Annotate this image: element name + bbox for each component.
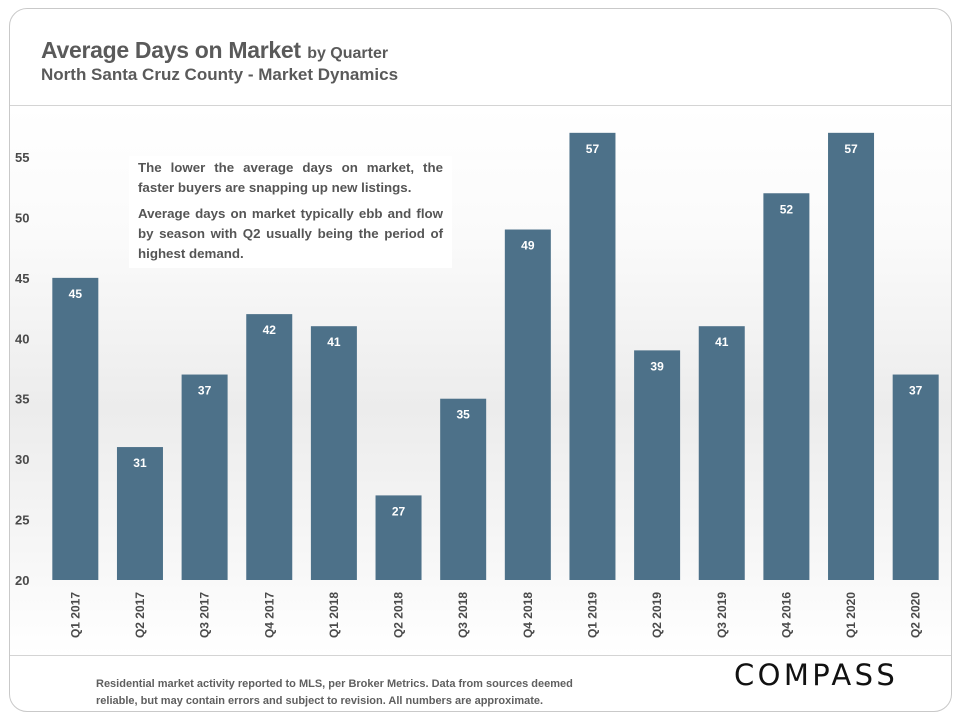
y-tick-label: 25 (15, 513, 29, 528)
annotation-paragraph-1: The lower the average days on market, th… (138, 160, 443, 195)
x-tick-label: Q2 2017 (133, 592, 147, 638)
bar (892, 374, 939, 580)
data-label: 41 (715, 335, 729, 349)
data-label: 27 (392, 504, 406, 518)
y-tick-label: 45 (15, 271, 29, 286)
x-tick-label: Q2 2019 (650, 592, 664, 638)
annotation-paragraph-2: Average days on market typically ebb and… (138, 206, 443, 261)
y-tick-label: 40 (15, 331, 29, 346)
chart-title: Average Days on Market by Quarter (41, 37, 388, 64)
chart-subtitle: North Santa Cruz County - Market Dynamic… (41, 65, 399, 84)
bar (310, 326, 357, 580)
bar (440, 398, 487, 580)
footer-divider (10, 655, 951, 656)
x-tick-label: Q1 2020 (844, 592, 858, 638)
data-label: 49 (521, 239, 535, 253)
x-tick-label: Q4 2016 (779, 592, 793, 638)
y-tick-label: 50 (15, 210, 29, 225)
data-label: 39 (650, 359, 664, 373)
bar (828, 132, 875, 581)
bar (246, 314, 293, 580)
x-tick-label: Q2 2020 (909, 592, 923, 638)
bar (181, 374, 228, 580)
x-tick-label: Q1 2018 (327, 592, 341, 638)
y-tick-label: 20 (15, 573, 29, 588)
y-tick-label: 55 (15, 150, 29, 165)
x-tick-label: Q4 2018 (521, 592, 535, 638)
x-tick-label: Q1 2019 (585, 592, 599, 638)
x-tick-label: Q3 2018 (456, 592, 470, 638)
annotation-box: The lower the average days on market, th… (129, 156, 452, 268)
x-tick-label: Q3 2019 (715, 592, 729, 638)
data-label: 57 (844, 142, 858, 156)
data-label: 37 (909, 384, 923, 398)
source-note: Residential market activity reported to … (96, 678, 573, 707)
compass-logo: COMPASS (734, 658, 899, 692)
bar (634, 350, 681, 580)
header-divider (10, 105, 951, 106)
x-tick-label: Q3 2017 (198, 592, 212, 638)
bar (116, 447, 163, 580)
bar (763, 193, 810, 580)
y-tick-label: 30 (15, 452, 29, 467)
title-suffix: by Quarter (307, 45, 389, 62)
data-label: 57 (586, 142, 600, 156)
data-label: 37 (198, 384, 212, 398)
y-tick-label: 35 (15, 392, 29, 407)
data-label: 31 (133, 456, 147, 470)
bar (698, 326, 745, 580)
bar (504, 229, 551, 580)
data-label: 45 (69, 287, 83, 301)
x-tick-label: Q1 2017 (68, 592, 82, 638)
title-main: Average Days on Market (41, 37, 301, 63)
data-label: 41 (327, 335, 341, 349)
bar (52, 277, 99, 580)
x-tick-label: Q4 2017 (262, 592, 276, 638)
data-label: 35 (456, 408, 470, 422)
x-tick-label: Q2 2018 (392, 592, 406, 638)
data-label: 52 (780, 202, 794, 216)
data-label: 42 (263, 323, 277, 337)
bar (569, 132, 616, 581)
bar (375, 495, 422, 580)
